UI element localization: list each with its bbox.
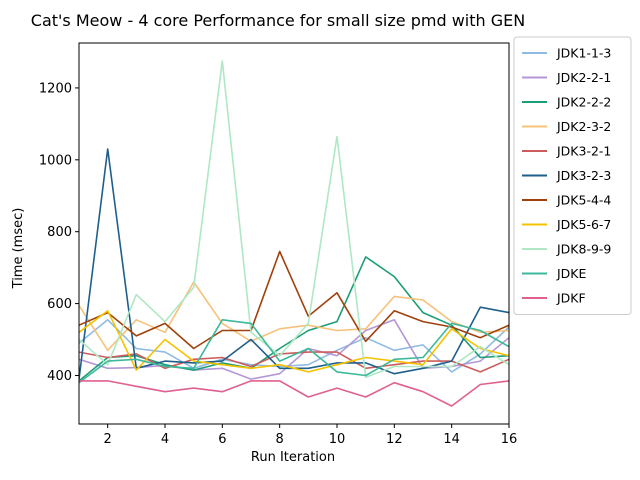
legend-label: JDK3-2-1 (556, 144, 611, 159)
series-line-jdk3-2-3 (79, 148, 509, 380)
series-line-jdk2-3-2 (79, 281, 509, 352)
plot-area (79, 60, 509, 407)
y-tick-label: 1000 (39, 153, 72, 168)
x-axis: 2 4 6 8 10 12 14 16 (104, 424, 518, 447)
series-line-jdk8-9-9 (79, 60, 509, 379)
series-line-jdk5-6-7 (79, 309, 509, 373)
legend-label: JDK2-3-2 (556, 119, 611, 134)
x-tick-label: 4 (161, 432, 169, 447)
legend: JDK1-1-3 JDK2-2-1 JDK2-2-2 JDK2-3-2 JDK3-2-1… (513, 36, 632, 315)
legend-label: JDK3-2-3 (556, 168, 611, 183)
y-tick-label: 600 (47, 297, 72, 312)
chart-title: Cat's Meow - 4 core Performance for smal… (31, 11, 525, 30)
legend-label: JDK5-6-7 (556, 217, 611, 232)
legend-label: JDK5-4-4 (556, 193, 611, 208)
legend-label: JDK2-2-1 (556, 70, 611, 85)
x-tick-label: 6 (218, 432, 226, 447)
series-line-jdk2-2-1 (79, 318, 509, 380)
legend-label: JDKF (556, 291, 586, 306)
x-axis-label: Run Iteration (251, 450, 335, 465)
y-tick-label: 400 (47, 369, 72, 384)
legend-label: JDKE (556, 266, 587, 281)
x-tick-label: 10 (329, 432, 346, 447)
legend-label: JDK8-9-9 (556, 242, 611, 257)
plot-frame (78, 42, 510, 425)
y-tick-label: 1200 (39, 81, 72, 96)
series-line-jdk3-2-1 (79, 351, 509, 373)
y-tick-label: 800 (47, 225, 72, 240)
series-line-jdkf (79, 380, 509, 407)
x-tick-label: 14 (443, 432, 460, 447)
legend-box (513, 36, 632, 315)
x-tick-label: 12 (386, 432, 403, 447)
x-tick-label: 16 (501, 432, 518, 447)
legend-label: JDK2-2-2 (556, 95, 611, 110)
series-line-jdk5-4-4 (79, 250, 509, 350)
x-tick-label: 2 (104, 432, 112, 447)
y-axis: 400 600 800 1000 1200 (39, 81, 79, 384)
legend-label: JDK1-1-3 (556, 46, 611, 61)
series-line-jdke (79, 318, 509, 384)
series-line-jdk1-1-3 (79, 318, 509, 373)
x-tick-label: 8 (276, 432, 284, 447)
y-axis-label: Time (msec) (11, 208, 26, 290)
